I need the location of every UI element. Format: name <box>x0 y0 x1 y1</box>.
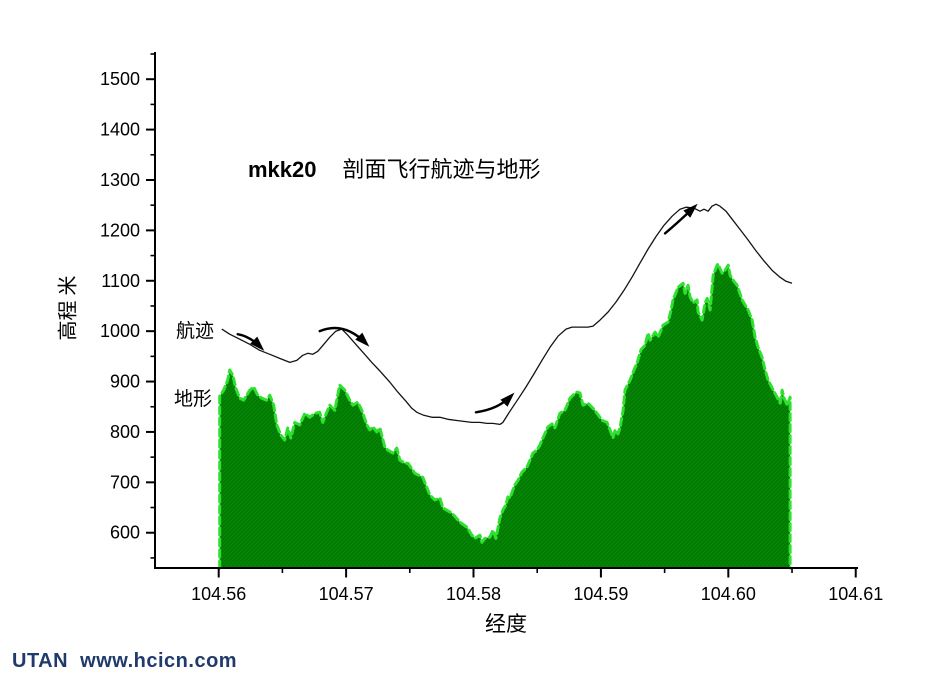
y-tick-label: 900 <box>110 372 140 392</box>
x-tick-label: 104.58 <box>446 584 501 604</box>
x-tick-label: 104.61 <box>828 584 883 604</box>
y-axis-label: 高程 米 <box>57 275 80 341</box>
y-tick-label: 1100 <box>101 271 140 291</box>
x-axis-label: 经度 <box>485 612 527 636</box>
chart-title: mkk20 剖面飞行航迹与地形 <box>248 156 541 184</box>
terrain-outline <box>218 262 792 570</box>
trajectory-arrowhead <box>683 203 698 218</box>
trajectory-series-label: 航迹 <box>176 321 215 342</box>
y-tick-label: 1300 <box>100 170 140 190</box>
x-tick-label: 104.59 <box>573 584 628 604</box>
trajectory-arrowhead <box>250 336 265 351</box>
y-tick-label: 1500 <box>100 69 140 89</box>
x-tick-label: 104.60 <box>701 584 756 604</box>
terrain-series-label: 地形 <box>174 389 213 410</box>
watermark-text: UTAN www.hcicn.com <box>12 650 238 672</box>
y-tick-label: 800 <box>110 422 140 442</box>
y-tick-label: 1200 <box>100 220 140 240</box>
y-tick-label: 600 <box>110 523 140 543</box>
y-tick-label: 1000 <box>100 321 140 341</box>
chart-title-prefix: mkk20 <box>248 157 317 182</box>
trajectory-arrowhead <box>355 332 370 347</box>
trajectory-line <box>221 203 793 426</box>
x-tick-label: 104.56 <box>191 584 246 604</box>
trajectory-arrowhead <box>500 392 515 407</box>
y-tick-label: 1400 <box>100 120 140 140</box>
y-tick-label: 700 <box>110 472 140 492</box>
x-tick-label: 104.57 <box>319 584 374 604</box>
chart-title-text: 剖面飞行航迹与地形 <box>342 157 541 182</box>
